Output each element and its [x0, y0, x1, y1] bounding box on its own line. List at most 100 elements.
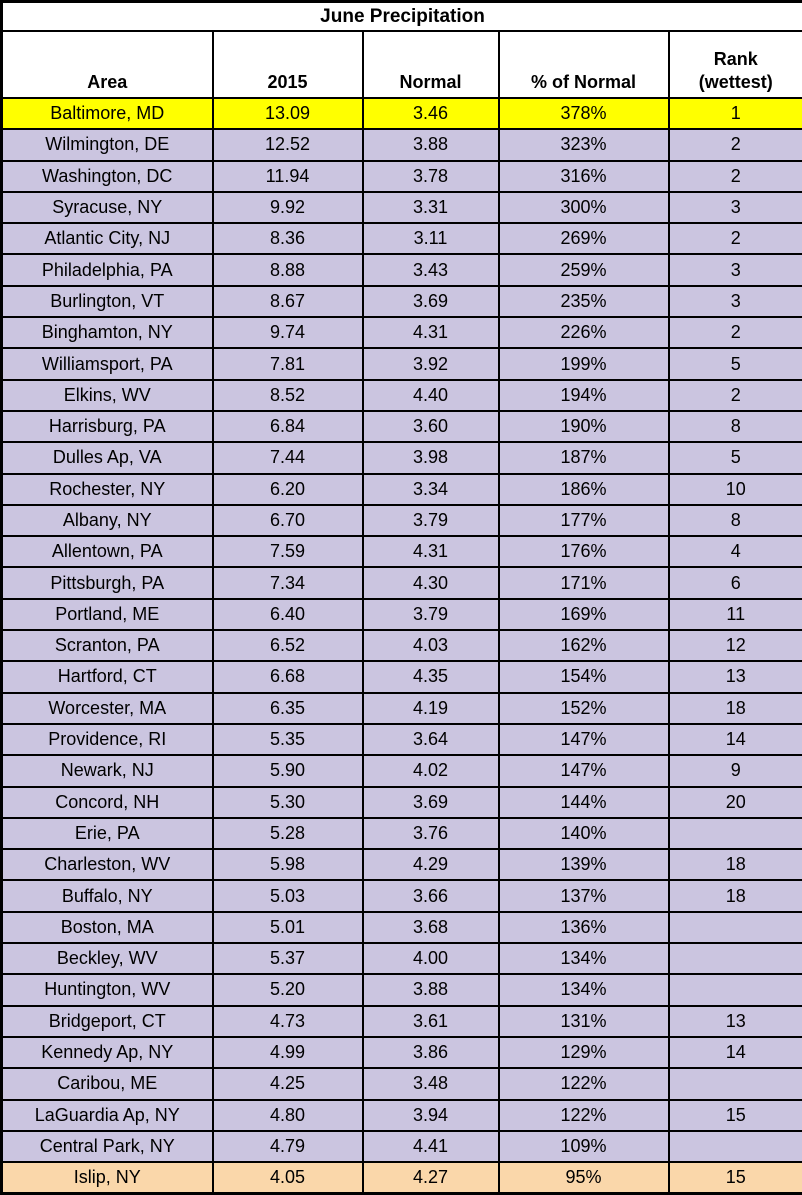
cell-area: Central Park, NY — [2, 1131, 213, 1162]
cell-normal: 3.69 — [363, 787, 499, 818]
cell-2015: 13.09 — [213, 98, 363, 129]
cell-rank — [669, 1068, 802, 1099]
cell-2015: 5.90 — [213, 755, 363, 786]
cell-area: Erie, PA — [2, 818, 213, 849]
table-row: Syracuse, NY 9.92 3.31 300% 3 — [2, 192, 802, 223]
cell-pct-of-normal: 154% — [499, 661, 669, 692]
cell-pct-of-normal: 186% — [499, 474, 669, 505]
cell-normal: 4.27 — [363, 1162, 499, 1194]
cell-normal: 4.03 — [363, 630, 499, 661]
cell-pct-of-normal: 122% — [499, 1100, 669, 1131]
cell-area: Newark, NJ — [2, 755, 213, 786]
table-row: Rochester, NY 6.20 3.34 186% 10 — [2, 474, 802, 505]
cell-area: Philadelphia, PA — [2, 254, 213, 285]
cell-area: Allentown, PA — [2, 536, 213, 567]
table-row: Dulles Ap, VA 7.44 3.98 187% 5 — [2, 442, 802, 473]
cell-normal: 4.30 — [363, 567, 499, 598]
cell-normal: 3.86 — [363, 1037, 499, 1068]
table-row: Islip, NY 4.05 4.27 95% 15 — [2, 1162, 802, 1194]
cell-rank: 2 — [669, 317, 802, 348]
cell-2015: 4.99 — [213, 1037, 363, 1068]
table-row: Central Park, NY 4.79 4.41 109% — [2, 1131, 802, 1162]
cell-normal: 4.31 — [363, 317, 499, 348]
cell-rank — [669, 818, 802, 849]
cell-2015: 8.67 — [213, 286, 363, 317]
table-row: Bridgeport, CT 4.73 3.61 131% 13 — [2, 1006, 802, 1037]
cell-normal: 4.02 — [363, 755, 499, 786]
cell-2015: 7.44 — [213, 442, 363, 473]
table-row: Harrisburg, PA 6.84 3.60 190% 8 — [2, 411, 802, 442]
table-row: Pittsburgh, PA 7.34 4.30 171% 6 — [2, 567, 802, 598]
table-row: Elkins, WV 8.52 4.40 194% 2 — [2, 380, 802, 411]
cell-normal: 3.79 — [363, 599, 499, 630]
cell-area: Beckley, WV — [2, 943, 213, 974]
cell-pct-of-normal: 169% — [499, 599, 669, 630]
table-row: Huntington, WV 5.20 3.88 134% — [2, 974, 802, 1005]
cell-area: Elkins, WV — [2, 380, 213, 411]
cell-rank: 3 — [669, 254, 802, 285]
cell-rank: 18 — [669, 880, 802, 911]
cell-2015: 8.52 — [213, 380, 363, 411]
cell-2015: 4.25 — [213, 1068, 363, 1099]
cell-normal: 3.60 — [363, 411, 499, 442]
cell-area: Kennedy Ap, NY — [2, 1037, 213, 1068]
cell-pct-of-normal: 323% — [499, 129, 669, 160]
cell-2015: 4.79 — [213, 1131, 363, 1162]
cell-2015: 6.20 — [213, 474, 363, 505]
cell-2015: 5.01 — [213, 912, 363, 943]
table-row: Kennedy Ap, NY 4.99 3.86 129% 14 — [2, 1037, 802, 1068]
cell-rank: 5 — [669, 442, 802, 473]
cell-normal: 4.31 — [363, 536, 499, 567]
column-header-area: Area — [2, 31, 213, 98]
cell-rank: 3 — [669, 192, 802, 223]
cell-area: Williamsport, PA — [2, 348, 213, 379]
cell-2015: 7.81 — [213, 348, 363, 379]
table-header-row: Area 2015 Normal % of Normal Rank (wette… — [2, 31, 802, 98]
cell-area: Albany, NY — [2, 505, 213, 536]
cell-2015: 6.52 — [213, 630, 363, 661]
table-row: Boston, MA 5.01 3.68 136% — [2, 912, 802, 943]
cell-pct-of-normal: 171% — [499, 567, 669, 598]
cell-2015: 5.03 — [213, 880, 363, 911]
table-row: Buffalo, NY 5.03 3.66 137% 18 — [2, 880, 802, 911]
cell-rank: 13 — [669, 1006, 802, 1037]
table-row: Binghamton, NY 9.74 4.31 226% 2 — [2, 317, 802, 348]
cell-pct-of-normal: 137% — [499, 880, 669, 911]
cell-normal: 3.46 — [363, 98, 499, 129]
cell-pct-of-normal: 109% — [499, 1131, 669, 1162]
table-row: LaGuardia Ap, NY 4.80 3.94 122% 15 — [2, 1100, 802, 1131]
cell-pct-of-normal: 176% — [499, 536, 669, 567]
cell-2015: 4.05 — [213, 1162, 363, 1194]
cell-normal: 4.35 — [363, 661, 499, 692]
cell-pct-of-normal: 131% — [499, 1006, 669, 1037]
cell-rank — [669, 943, 802, 974]
cell-normal: 3.78 — [363, 161, 499, 192]
table-row: Williamsport, PA 7.81 3.92 199% 5 — [2, 348, 802, 379]
table-row: Concord, NH 5.30 3.69 144% 20 — [2, 787, 802, 818]
cell-pct-of-normal: 152% — [499, 693, 669, 724]
cell-2015: 7.34 — [213, 567, 363, 598]
table-body: Baltimore, MD 13.09 3.46 378% 1 Wilmingt… — [2, 98, 802, 1194]
cell-normal: 3.64 — [363, 724, 499, 755]
cell-area: Charleston, WV — [2, 849, 213, 880]
table-row: Hartford, CT 6.68 4.35 154% 13 — [2, 661, 802, 692]
cell-area: Huntington, WV — [2, 974, 213, 1005]
cell-2015: 5.98 — [213, 849, 363, 880]
cell-rank: 15 — [669, 1162, 802, 1194]
cell-pct-of-normal: 95% — [499, 1162, 669, 1194]
cell-pct-of-normal: 147% — [499, 724, 669, 755]
cell-normal: 4.19 — [363, 693, 499, 724]
table-row: Worcester, MA 6.35 4.19 152% 18 — [2, 693, 802, 724]
cell-normal: 4.00 — [363, 943, 499, 974]
cell-normal: 3.68 — [363, 912, 499, 943]
table-row: Scranton, PA 6.52 4.03 162% 12 — [2, 630, 802, 661]
cell-rank: 2 — [669, 380, 802, 411]
table-row: Beckley, WV 5.37 4.00 134% — [2, 943, 802, 974]
cell-pct-of-normal: 140% — [499, 818, 669, 849]
cell-pct-of-normal: 177% — [499, 505, 669, 536]
cell-normal: 3.92 — [363, 348, 499, 379]
cell-2015: 6.70 — [213, 505, 363, 536]
cell-area: LaGuardia Ap, NY — [2, 1100, 213, 1131]
cell-2015: 7.59 — [213, 536, 363, 567]
